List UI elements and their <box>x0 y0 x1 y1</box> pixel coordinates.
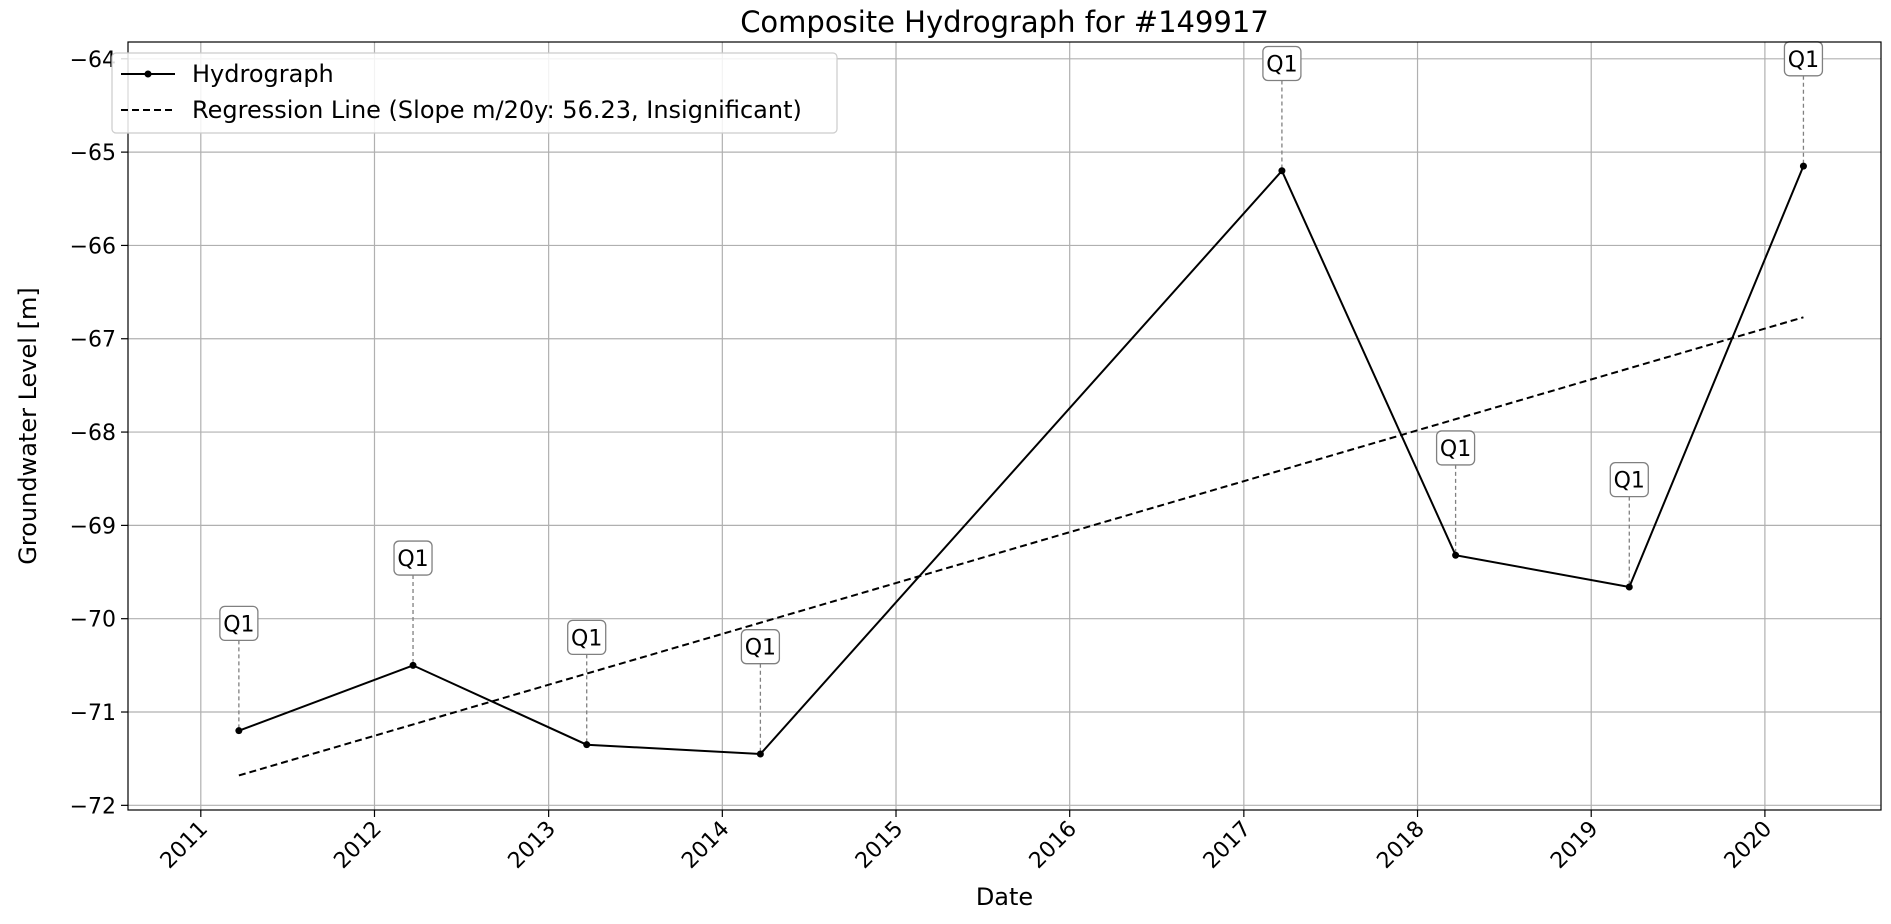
annotation-box <box>1435 430 1476 466</box>
legend: Hydrograph Regression Line (Slope m/20y:… <box>111 52 838 134</box>
x-tick-label: 2019 <box>1546 817 1603 874</box>
hydrograph-point <box>756 750 764 758</box>
chart-title: Composite Hydrograph for #149917 <box>740 5 1269 39</box>
y-tick-label: −68 <box>70 421 116 446</box>
annotation-box <box>1609 462 1649 498</box>
x-tick-label: 2020 <box>1720 817 1777 874</box>
annotation-label: Q1 <box>1614 469 1645 494</box>
y-tick-label: −72 <box>70 794 116 819</box>
x-tick-label: 2018 <box>1372 817 1429 874</box>
y-tick-label: −67 <box>70 328 116 353</box>
x-tick-label: 2013 <box>504 817 561 874</box>
x-tick-label: 2015 <box>851 817 908 874</box>
x-axis-label: Date <box>976 883 1033 911</box>
hydrograph-line <box>238 165 1805 756</box>
hydrograph-point <box>235 727 243 735</box>
annotation-box <box>393 540 433 576</box>
y-tick-label: −66 <box>70 234 116 259</box>
hydrograph-point <box>1278 167 1286 175</box>
annotation-box <box>567 619 607 656</box>
annotation-box <box>219 605 259 642</box>
annotation-label: Q1 <box>1788 48 1819 73</box>
x-tick-label: 2012 <box>329 817 386 874</box>
x-axis-ticks: 2011 2012 2013 2014 2015 2016 2017 2018 2019 2020 <box>156 810 1777 874</box>
regression-line <box>238 316 1804 777</box>
y-tick-label: −64 <box>70 48 116 73</box>
x-tick-label: 2017 <box>1199 817 1256 874</box>
x-tick-label: 2011 <box>156 817 213 874</box>
legend-hydrograph-marker <box>144 70 152 78</box>
legend-regression-label: Regression Line (Slope m/20y: 56.23, Ins… <box>192 96 802 124</box>
hydrograph-point <box>583 741 591 749</box>
grid <box>128 42 1881 810</box>
y-axis-label: Groundwater Level [m] <box>14 287 42 564</box>
annotation-label: Q1 <box>571 626 602 651</box>
hydrograph-layer <box>235 162 1807 758</box>
y-tick-label: −65 <box>70 141 116 166</box>
legend-box <box>111 52 838 134</box>
legend-hydrograph-label: Hydrograph <box>192 60 334 88</box>
plot-frame <box>127 41 1882 811</box>
annotation-box <box>740 629 781 665</box>
x-tick-label: 2016 <box>1025 817 1082 874</box>
hydrograph-point <box>409 661 417 669</box>
y-tick-label: −71 <box>70 701 116 726</box>
y-axis-ticks: −64 −65 −66 −67 −68 −69 −70 −71 −72 <box>70 48 128 819</box>
regression-line-layer <box>238 316 1804 777</box>
y-tick-label: −69 <box>70 514 116 539</box>
x-tick-label: 2014 <box>677 817 734 874</box>
annotation-label: Q1 <box>1440 437 1471 462</box>
hydrograph-point <box>1799 162 1807 170</box>
hydrograph-point <box>1452 551 1460 559</box>
annotation-layer: Q1 Q1 Q1 Q1 Q1 Q1 Q1 Q1 <box>219 41 1824 755</box>
annotation-label: Q1 <box>1266 52 1297 77</box>
y-tick-label: −70 <box>70 608 116 633</box>
hydrograph-point <box>1625 583 1633 591</box>
annotation-label: Q1 <box>745 636 776 661</box>
annotation-label: Q1 <box>397 547 428 572</box>
annotation-box <box>1262 45 1302 82</box>
annotation-label: Q1 <box>223 612 254 637</box>
